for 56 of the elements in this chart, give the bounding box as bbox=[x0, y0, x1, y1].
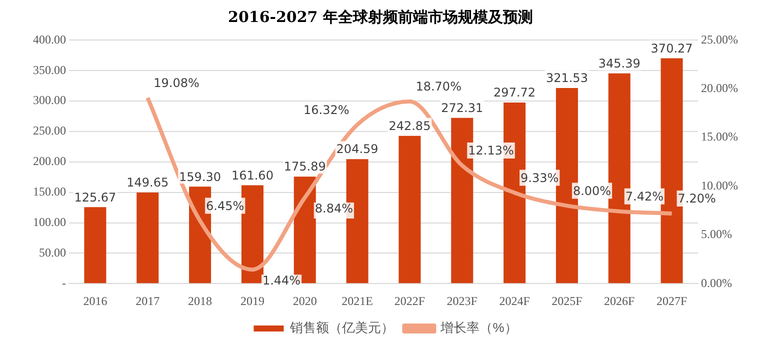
data-label: 6.45% bbox=[206, 198, 244, 213]
data-label: 18.70% bbox=[416, 80, 462, 94]
data-label: 12.13% bbox=[468, 144, 514, 158]
data-label: 345.39 bbox=[598, 56, 640, 71]
x-tick-label: 2024F bbox=[499, 294, 530, 308]
data-label: 370.27 bbox=[650, 41, 693, 56]
data-label: 7.20% bbox=[678, 192, 716, 206]
y-tick-label: 100.00 bbox=[33, 214, 66, 229]
data-label: 149.65 bbox=[126, 176, 169, 190]
y2-tick-label: 25.00% bbox=[701, 32, 738, 46]
x-tick-label: 2018 bbox=[188, 294, 212, 308]
y2-tick-label: 0.00% bbox=[701, 276, 732, 290]
x-tick-label: 2021E bbox=[342, 294, 373, 308]
data-label: 297.72 bbox=[494, 86, 536, 100]
y2-tick-label: 10.00% bbox=[701, 178, 738, 192]
legend-label: 增长率（%） bbox=[440, 320, 518, 336]
data-label: 8.00% bbox=[572, 184, 612, 198]
data-label: 159.30 bbox=[179, 170, 222, 184]
x-tick-label: 2022F bbox=[394, 294, 426, 308]
y-tick-label: - bbox=[62, 276, 66, 290]
y-tick-label: 150.00 bbox=[33, 184, 66, 198]
y-tick-label: 400.00 bbox=[33, 32, 66, 46]
y2-tick-label: 15.00% bbox=[701, 130, 738, 144]
x-tick-label: 2019 bbox=[240, 294, 264, 308]
y2-tick-label: 20.00% bbox=[701, 81, 738, 96]
data-label: 242.85 bbox=[388, 118, 431, 133]
data-label: 204.59 bbox=[336, 142, 378, 156]
bar bbox=[398, 136, 421, 284]
y-tick-label: 300.00 bbox=[33, 93, 66, 108]
y-tick-label: 50.00 bbox=[39, 245, 66, 260]
data-label: 125.67 bbox=[74, 190, 116, 204]
legend-label: 销售额（亿美元） bbox=[289, 320, 394, 336]
data-label: 8.84% bbox=[314, 202, 353, 216]
y-tick-label: 350.00 bbox=[33, 62, 66, 77]
x-tick-label: 2020 bbox=[292, 294, 317, 308]
x-tick-label: 2016 bbox=[83, 294, 108, 308]
data-label: 321.53 bbox=[546, 71, 588, 86]
data-label: 161.60 bbox=[231, 168, 274, 182]
y-tick-label: 250.00 bbox=[33, 124, 66, 138]
data-label: 272.31 bbox=[441, 101, 484, 116]
chart-title: 2016-2027 年全球射频前端市场规模及预测 bbox=[227, 8, 534, 28]
x-tick-label: 2017 bbox=[136, 294, 160, 308]
y-tick-label: 200.00 bbox=[33, 154, 66, 168]
x-tick-label: 2025F bbox=[552, 294, 583, 308]
data-label: 9.33% bbox=[520, 170, 559, 185]
data-label: 1.44% bbox=[262, 274, 301, 288]
data-label: 7.42% bbox=[625, 189, 664, 204]
bar bbox=[84, 207, 106, 284]
data-label: 16.32% bbox=[304, 102, 350, 117]
x-tick-label: 2026F bbox=[604, 294, 636, 308]
x-tick-label: 2023F bbox=[446, 294, 478, 308]
bar bbox=[136, 192, 159, 284]
data-label: 19.08% bbox=[154, 76, 200, 90]
y2-tick-label: 5.00% bbox=[701, 227, 732, 242]
data-label: 175.89 bbox=[284, 160, 326, 174]
x-tick-label: 2027F bbox=[656, 294, 688, 308]
